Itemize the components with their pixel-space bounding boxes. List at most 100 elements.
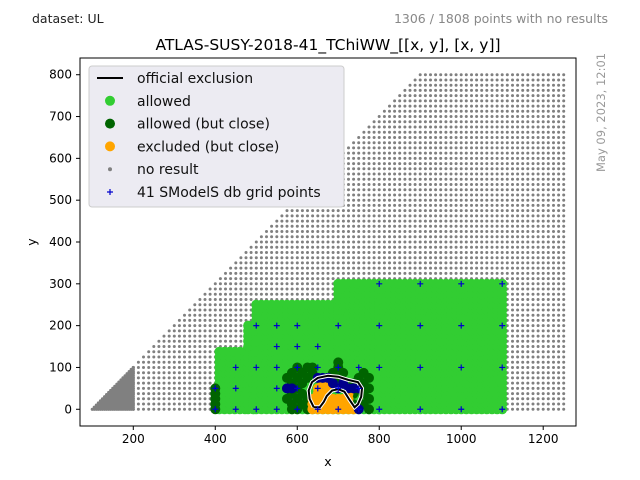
no-result-point [403,214,407,218]
no-result-point [377,261,381,265]
no-result-point [218,298,222,301]
no-result-point [352,271,356,275]
no-result-point [449,141,453,145]
no-result-point [536,298,540,301]
no-result-point [229,292,233,296]
no-result-point [423,115,427,118]
no-result-point [229,318,233,322]
no-result-point [526,271,530,275]
no-result-point [541,136,545,139]
no-result-point [526,230,530,233]
no-result-point [218,313,222,317]
no-result-point [536,193,540,197]
no-result-point [423,209,427,213]
no-result-point [459,167,463,171]
no-result-point [372,219,376,223]
no-result-point [505,109,509,113]
no-result-point [485,266,489,270]
no-result-point [485,73,489,77]
no-result-point [331,224,335,228]
no-result-point [444,104,448,108]
no-result-point [306,245,309,249]
no-result-point [265,251,268,254]
no-result-point [429,177,432,181]
no-result-point [511,397,514,401]
no-result-point [459,109,463,113]
no-result-point [429,261,432,265]
no-result-point [557,198,561,202]
no-result-point [408,203,412,207]
no-result-point [254,240,258,244]
no-result-point [521,115,525,118]
no-result-point [449,271,453,275]
no-result-point [290,214,294,218]
no-result-point [449,99,453,103]
no-result-point [541,230,545,233]
no-result-point [444,198,448,202]
no-result-point [536,407,540,411]
no-result-point [546,235,550,239]
no-result-point [413,141,417,145]
no-result-point [449,130,453,134]
no-result-point [321,214,325,218]
no-result-point [546,402,550,406]
no-result-point [536,73,540,77]
no-result-point [439,172,443,176]
no-result-point [362,240,366,244]
no-result-point [470,162,473,166]
no-result-point [500,136,504,139]
no-result-point [562,167,566,171]
no-result-point [403,104,407,108]
no-result-point [285,209,289,213]
no-result-point [521,125,525,129]
no-result-point [454,240,458,244]
no-result-point [239,324,243,328]
no-result-point [557,167,561,171]
no-result-point [562,277,566,281]
no-result-point [464,224,468,228]
no-result-point [300,271,304,275]
no-result-point [408,130,412,134]
no-result-point [495,219,499,223]
no-result-point [367,219,371,223]
no-result-point [464,162,468,166]
no-result-point [413,104,417,108]
no-result-point [398,251,402,254]
no-result-point [434,109,438,113]
no-result-point [295,219,299,223]
no-result-point [521,360,525,364]
no-result-point [439,78,443,82]
no-result-point [382,203,386,207]
no-result-point [475,104,479,108]
no-result-point [270,224,274,228]
no-result-point [562,235,566,239]
no-result-point [341,261,345,265]
no-result-point [167,366,171,369]
no-result-point [418,224,422,228]
no-result-point [536,240,540,244]
no-result-point [511,360,514,364]
no-result-point [541,313,545,317]
no-result-point [546,256,550,260]
no-result-point [218,339,222,343]
no-result-point [505,125,509,129]
no-result-point [490,266,494,270]
no-result-point [511,94,514,98]
no-result-point [459,198,463,202]
no-result-point [418,104,422,108]
no-result-point [459,188,463,192]
no-result-point [434,188,438,192]
no-result-point [377,177,381,181]
no-result-point [403,219,407,223]
no-result-point [490,245,494,249]
no-result-point [536,224,540,228]
no-result-point [562,73,566,77]
no-result-point [444,167,448,171]
no-result-point [531,345,535,348]
no-result-point [398,125,402,129]
no-result-point [388,125,391,129]
no-result-point [429,251,432,254]
no-result-point [541,371,545,375]
no-result-point [413,172,417,176]
no-result-point [377,224,381,228]
